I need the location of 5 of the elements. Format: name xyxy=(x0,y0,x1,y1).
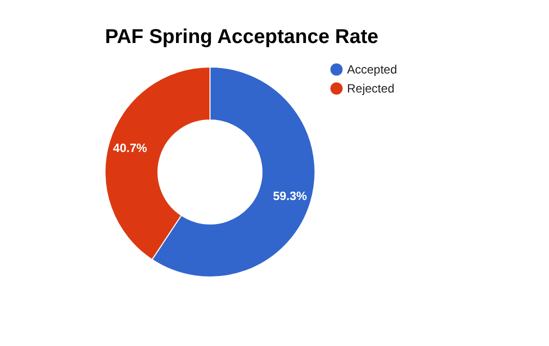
legend-label: Rejected xyxy=(347,82,394,96)
chart-title: PAF Spring Acceptance Rate xyxy=(105,26,378,48)
data-label: 59.3% xyxy=(272,189,308,204)
data-label: 40.7% xyxy=(113,140,148,155)
legend-label: Accepted xyxy=(347,62,398,76)
